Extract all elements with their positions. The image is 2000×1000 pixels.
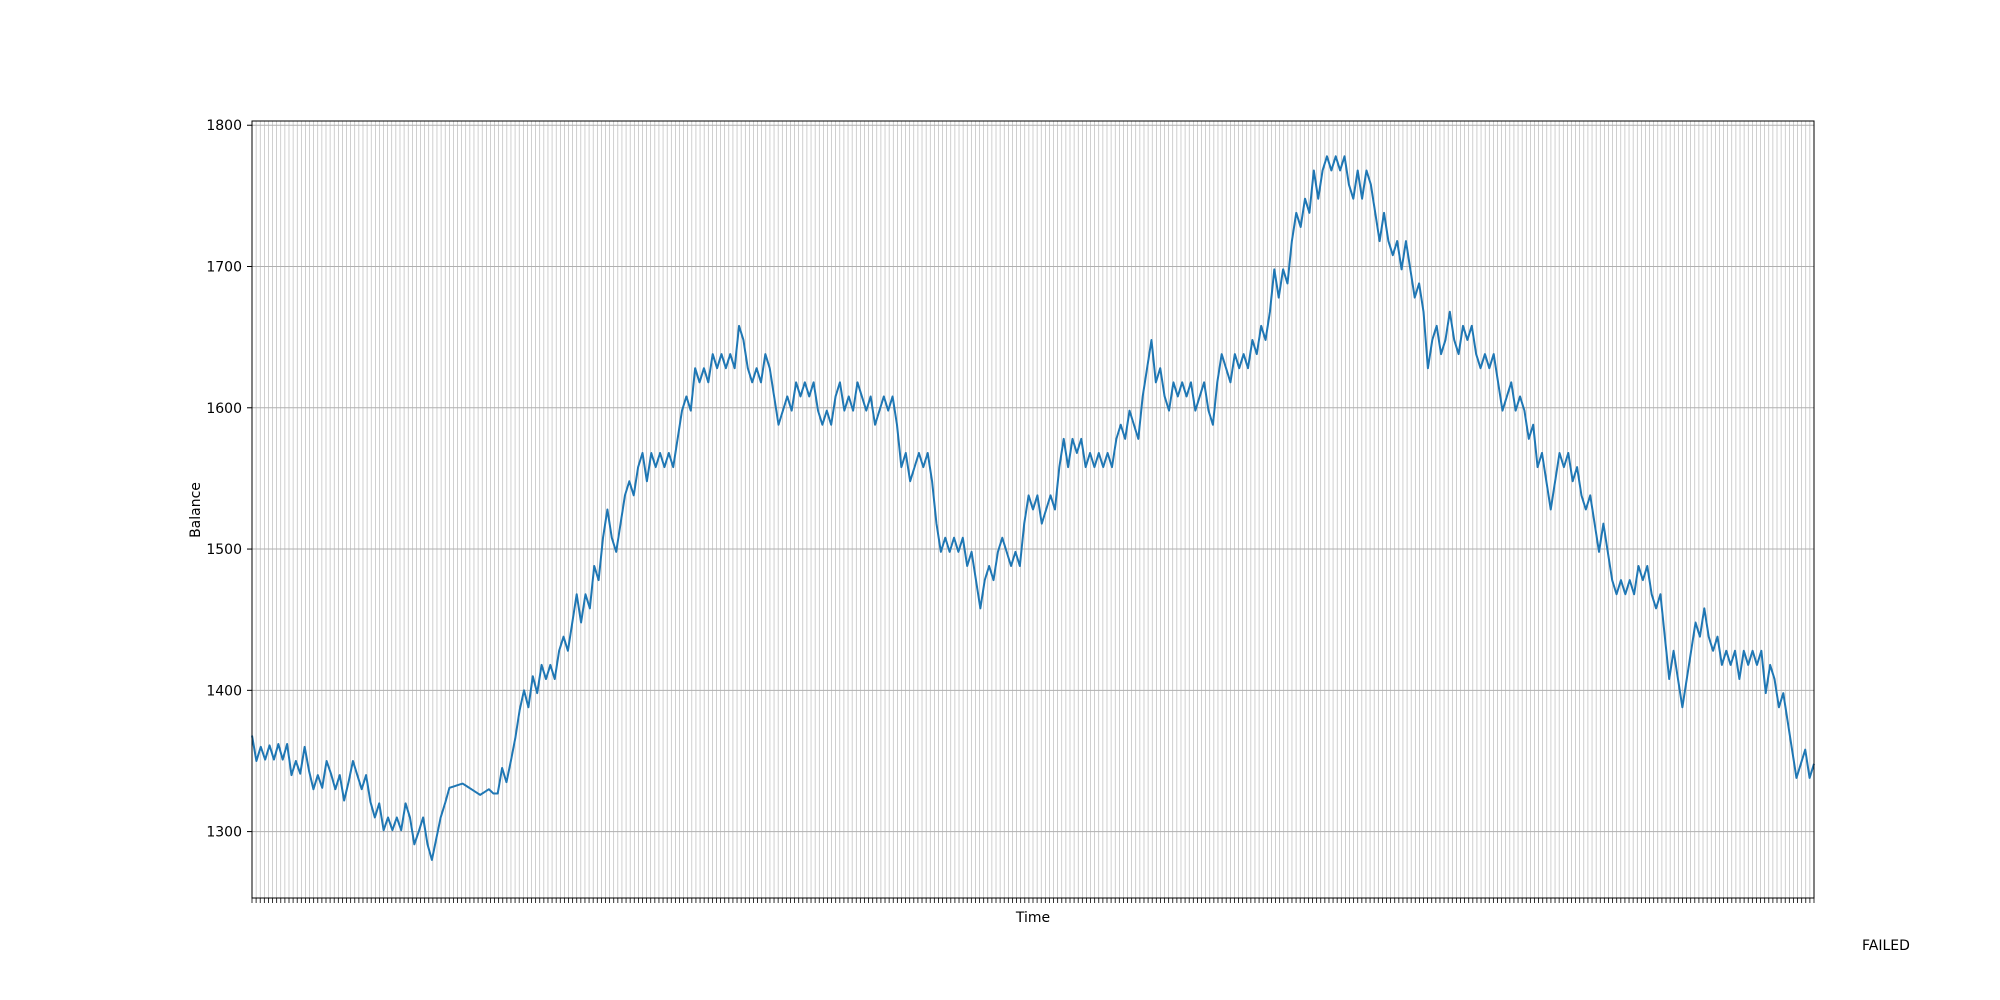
x-tick-marks: [251, 898, 1815, 903]
balance-series-line: [251, 155, 1815, 861]
y-tick-label: 1400: [206, 683, 242, 699]
y-tick-label: 1700: [206, 260, 242, 276]
y-tick-labels: 1300 1400 1500 1600 1700 1800: [206, 118, 242, 840]
y-tick-label: 1500: [206, 542, 242, 558]
y-tick-marks: [247, 124, 252, 833]
x-axis-label: Time: [1015, 910, 1050, 926]
y-gridlines: [252, 124, 1814, 833]
y-tick-label: 1300: [206, 825, 242, 841]
y-tick-label: 1600: [206, 401, 242, 417]
status-text: FAILED: [1862, 938, 1910, 954]
plot-frame: [251, 120, 1815, 899]
y-axis-label: Balance: [188, 482, 204, 538]
y-tick-label: 1800: [206, 118, 242, 134]
